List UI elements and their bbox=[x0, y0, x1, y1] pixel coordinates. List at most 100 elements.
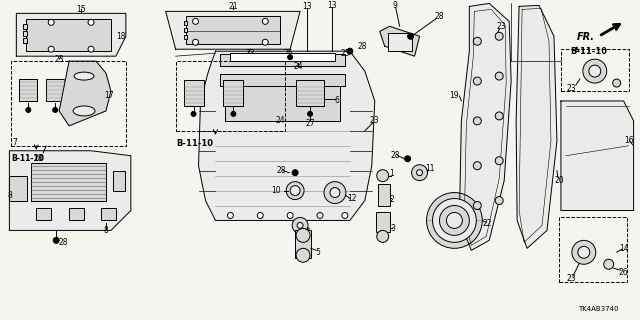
Text: 22: 22 bbox=[483, 219, 492, 228]
Circle shape bbox=[612, 79, 621, 87]
Circle shape bbox=[292, 170, 298, 176]
Polygon shape bbox=[166, 12, 300, 49]
Bar bbox=[559, 218, 627, 282]
Circle shape bbox=[604, 259, 614, 269]
Text: 19: 19 bbox=[449, 92, 460, 100]
Bar bbox=[388, 33, 412, 51]
Polygon shape bbox=[17, 13, 126, 56]
Circle shape bbox=[495, 32, 503, 40]
Circle shape bbox=[583, 59, 607, 83]
Polygon shape bbox=[380, 26, 420, 56]
Text: 28: 28 bbox=[276, 166, 286, 175]
Bar bbox=[220, 54, 345, 66]
Text: 8: 8 bbox=[8, 191, 12, 200]
Text: 15: 15 bbox=[76, 5, 86, 14]
Circle shape bbox=[474, 202, 481, 210]
Circle shape bbox=[324, 182, 346, 204]
Bar bbox=[223, 80, 243, 106]
Text: 12: 12 bbox=[347, 194, 356, 203]
Text: 10: 10 bbox=[271, 186, 281, 195]
Bar bbox=[184, 28, 187, 32]
Bar bbox=[19, 79, 37, 101]
Bar bbox=[230, 53, 335, 61]
Text: 6: 6 bbox=[335, 96, 339, 106]
Circle shape bbox=[52, 108, 58, 112]
Circle shape bbox=[578, 246, 590, 258]
Text: 28: 28 bbox=[391, 151, 401, 160]
Circle shape bbox=[317, 212, 323, 219]
Bar bbox=[19, 79, 37, 101]
Text: 26: 26 bbox=[619, 268, 628, 277]
Text: B-11-10: B-11-10 bbox=[177, 139, 214, 148]
Text: 27: 27 bbox=[305, 119, 315, 128]
Bar bbox=[101, 209, 116, 220]
Text: 8: 8 bbox=[104, 226, 108, 235]
Circle shape bbox=[474, 77, 481, 85]
Text: 9: 9 bbox=[392, 1, 397, 10]
Bar bbox=[23, 24, 28, 29]
Text: B-11-10: B-11-10 bbox=[570, 47, 607, 56]
Bar bbox=[46, 79, 64, 101]
Text: 28: 28 bbox=[33, 154, 43, 163]
Circle shape bbox=[88, 46, 94, 52]
Bar bbox=[36, 209, 51, 220]
Text: 25: 25 bbox=[284, 49, 293, 58]
Text: 23: 23 bbox=[370, 116, 380, 125]
Text: 3: 3 bbox=[390, 224, 395, 233]
Circle shape bbox=[308, 111, 312, 116]
Text: TK4AB3740: TK4AB3740 bbox=[578, 306, 619, 312]
Text: 14: 14 bbox=[619, 244, 628, 253]
Circle shape bbox=[495, 157, 503, 165]
Circle shape bbox=[440, 205, 469, 236]
Text: 28: 28 bbox=[357, 42, 367, 51]
Text: 21: 21 bbox=[228, 2, 238, 11]
Text: 23: 23 bbox=[497, 22, 506, 31]
Polygon shape bbox=[516, 5, 557, 248]
Text: 23: 23 bbox=[566, 84, 576, 92]
Circle shape bbox=[495, 196, 503, 204]
Bar bbox=[561, 49, 628, 91]
Text: 18: 18 bbox=[116, 32, 125, 41]
Circle shape bbox=[286, 182, 304, 200]
Circle shape bbox=[572, 240, 596, 264]
Text: B-11-10: B-11-10 bbox=[12, 154, 44, 163]
Bar bbox=[184, 80, 204, 106]
Bar bbox=[378, 184, 390, 205]
Circle shape bbox=[193, 18, 198, 24]
Text: 16: 16 bbox=[624, 136, 634, 145]
Text: 4: 4 bbox=[306, 228, 310, 237]
Bar bbox=[295, 230, 311, 258]
Text: 24: 24 bbox=[293, 62, 303, 71]
Bar bbox=[26, 19, 111, 51]
Circle shape bbox=[447, 212, 462, 228]
Bar bbox=[225, 86, 340, 121]
Circle shape bbox=[290, 186, 300, 196]
Polygon shape bbox=[59, 61, 111, 126]
Text: 23: 23 bbox=[246, 49, 255, 58]
Circle shape bbox=[231, 111, 236, 116]
Bar bbox=[376, 212, 390, 232]
Text: 23: 23 bbox=[566, 274, 576, 283]
Circle shape bbox=[330, 188, 340, 197]
Text: 28: 28 bbox=[435, 12, 444, 21]
Circle shape bbox=[377, 170, 388, 182]
Bar bbox=[10, 176, 28, 201]
Circle shape bbox=[227, 212, 234, 219]
Text: 28: 28 bbox=[58, 238, 68, 247]
Circle shape bbox=[417, 170, 422, 176]
Text: 13: 13 bbox=[302, 2, 312, 11]
Circle shape bbox=[296, 228, 310, 242]
Text: 2: 2 bbox=[389, 195, 394, 204]
Text: 13: 13 bbox=[327, 1, 337, 10]
Bar bbox=[69, 209, 84, 220]
Circle shape bbox=[292, 218, 308, 233]
Circle shape bbox=[377, 230, 388, 242]
Circle shape bbox=[474, 117, 481, 125]
Bar bbox=[220, 74, 345, 86]
Text: 1: 1 bbox=[389, 169, 394, 178]
Circle shape bbox=[296, 248, 310, 262]
Polygon shape bbox=[198, 51, 375, 220]
Text: 24: 24 bbox=[275, 116, 285, 125]
Bar bbox=[113, 171, 125, 191]
Circle shape bbox=[26, 108, 31, 112]
